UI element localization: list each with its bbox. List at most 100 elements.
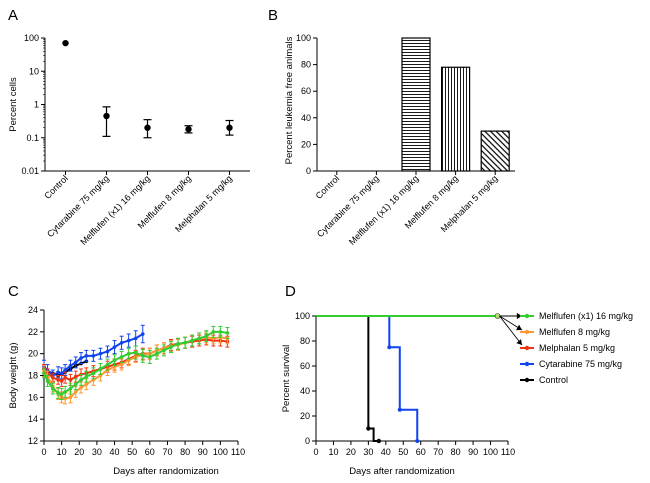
- data-point: [62, 39, 69, 47]
- legend-label: Control: [539, 375, 568, 385]
- y-tick-label: 80: [301, 60, 311, 70]
- bar: [401, 37, 431, 172]
- data-point: [51, 386, 55, 391]
- legend-label: Cytarabine 75 mg/kg: [539, 359, 622, 369]
- data-point: [73, 382, 78, 387]
- y-tick-label: 16: [28, 392, 38, 402]
- data-point: [73, 390, 78, 394]
- data-point: [79, 378, 83, 382]
- data-point: [105, 349, 110, 354]
- data-point: [119, 340, 124, 345]
- x-tick-label: 0: [41, 447, 46, 457]
- data-point: [185, 126, 192, 133]
- x-tick-label: 60: [145, 447, 155, 457]
- x-tick-label: Melflufen (x1) 16 mg/kg: [78, 173, 152, 247]
- data-point: [204, 334, 209, 339]
- data-point: [98, 351, 103, 356]
- data-point: [126, 338, 131, 343]
- data-point: [68, 386, 73, 391]
- y-tick-label: 0.01: [21, 166, 39, 176]
- x-tick-label: 10: [328, 447, 338, 457]
- data-point: [225, 331, 230, 335]
- y-tick-label: 60: [301, 86, 311, 96]
- y-axis-label: Body weight (g): [8, 342, 19, 408]
- data-point: [218, 330, 223, 334]
- x-tick-label: Control: [42, 173, 70, 201]
- arrow-head: [516, 339, 522, 345]
- y-tick-label: 20: [300, 411, 310, 421]
- data-point: [112, 358, 117, 363]
- data-point: [190, 338, 194, 343]
- arrow-line: [499, 315, 523, 346]
- y-tick-label: 40: [300, 386, 310, 396]
- x-tick-label: 10: [57, 447, 67, 457]
- legend-marker: [524, 329, 530, 335]
- data-point: [140, 332, 145, 336]
- data-point: [176, 342, 180, 346]
- data-point: [68, 378, 73, 382]
- data-point: [133, 336, 138, 341]
- data-point: [84, 354, 89, 358]
- x-axis-label: Days after randomization: [349, 466, 455, 477]
- y-tick-label: 18: [28, 371, 38, 381]
- data-point: [415, 439, 420, 443]
- x-tick-label: 70: [433, 447, 443, 457]
- data-point: [73, 360, 78, 365]
- y-tick-label: 0: [305, 436, 310, 446]
- y-tick-label: 20: [301, 139, 311, 149]
- legend-label: Melflufen 8 mg/kg: [539, 327, 610, 337]
- x-tick-label: 20: [74, 447, 84, 457]
- x-tick-label: 40: [110, 447, 120, 457]
- data-point: [197, 336, 201, 341]
- panel-label-c: C: [8, 283, 19, 300]
- x-tick-label: 40: [381, 447, 391, 457]
- data-point: [211, 330, 216, 334]
- data-point: [103, 112, 110, 120]
- data-point: [144, 124, 151, 131]
- chart-c: 12 14 16 18 20 22 24 0 10 20 30 40 50 60 70 80 90 100 110 D…: [8, 305, 245, 477]
- data-point: [397, 407, 402, 412]
- x-axis-label: Days after randomization: [113, 466, 219, 477]
- y-tick-label: 10: [29, 66, 39, 76]
- legend-label: Melphalan 5 mg/kg: [539, 343, 615, 353]
- y-tick-label: 0.1: [26, 133, 39, 143]
- data-point: [63, 368, 67, 372]
- legend-marker: [524, 313, 530, 319]
- data-point: [119, 355, 124, 359]
- y-tick-label: 1: [34, 100, 39, 110]
- data-point: [79, 356, 83, 360]
- panel-label-a: A: [8, 7, 18, 24]
- y-tick-label: 60: [300, 361, 310, 371]
- data-point: [112, 345, 117, 349]
- y-tick-label: 12: [28, 436, 38, 446]
- panel-label-d: D: [285, 283, 296, 300]
- x-tick-label: 70: [162, 447, 172, 457]
- arrow-head: [516, 324, 522, 331]
- y-tick-label: 100: [24, 33, 39, 43]
- y-tick-label: 100: [296, 33, 311, 43]
- y-axis-label: Percent leukemia free animals: [284, 36, 295, 164]
- x-tick-label: Melflufen (x1) 16 mg/kg: [347, 173, 421, 247]
- data-point: [84, 382, 89, 387]
- data-point: [56, 391, 60, 395]
- data-point: [226, 124, 233, 131]
- data-point: [148, 355, 152, 359]
- y-tick-label: 14: [28, 414, 38, 424]
- data-point: [162, 348, 166, 353]
- data-point: [79, 385, 83, 390]
- data-point: [42, 371, 46, 376]
- x-tick-label: 30: [92, 447, 102, 457]
- end-marker: [494, 313, 501, 319]
- y-tick-label: 80: [300, 336, 310, 346]
- survival-curve: [316, 315, 379, 442]
- data-point: [45, 379, 50, 383]
- data-point: [155, 351, 159, 356]
- data-point: [169, 345, 173, 349]
- data-point: [98, 367, 103, 371]
- x-tick-label: 60: [416, 447, 426, 457]
- data-point: [59, 379, 64, 383]
- x-tick-label: 100: [483, 447, 498, 457]
